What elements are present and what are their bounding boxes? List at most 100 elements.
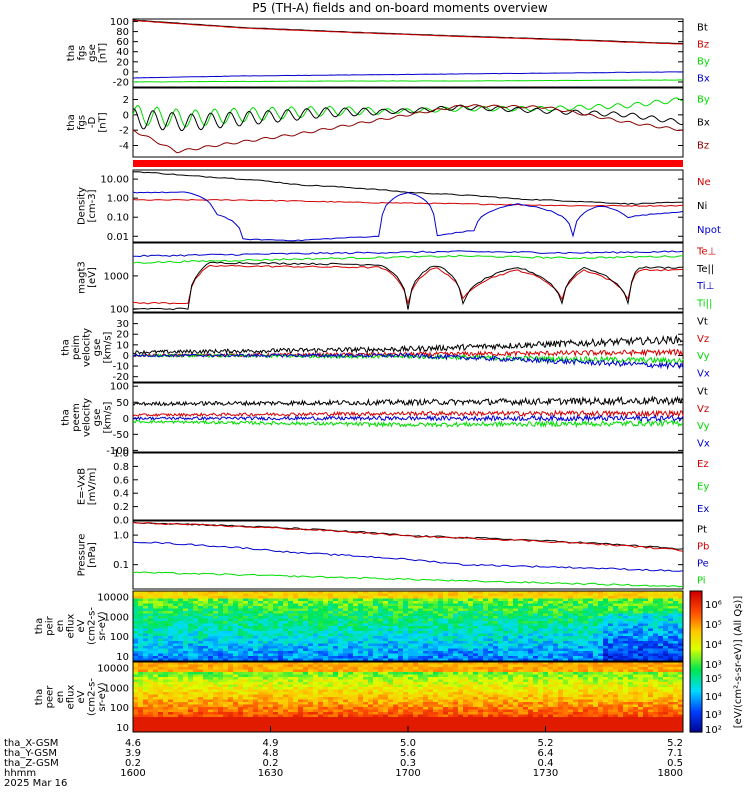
ytick-label-temperature-0: 1000 [104, 271, 129, 282]
ylabel-line: en [55, 620, 66, 633]
ylabel-line: E=-VxB [76, 468, 87, 505]
ylabel-line: tha [34, 618, 45, 634]
legend-pressure-0: Pt [697, 525, 707, 536]
series-fgs_dsl-By [133, 98, 683, 127]
ytick-label-density-1: 1.00 [107, 194, 129, 205]
ylabel-density: Density[cm-3] [76, 187, 98, 225]
ylabel-line: fgs [76, 45, 87, 60]
series-peem_velocity-Vt [133, 397, 683, 405]
series-density-Ne [133, 200, 683, 207]
legend-peem_velocity-1: Vz [697, 404, 709, 415]
series-peem_velocity-Vz [133, 411, 683, 417]
ytick-label-density-0: 10.00 [100, 175, 129, 186]
ylabel-pressure: Pressure[nPa] [76, 534, 98, 577]
series-fgs_gse-Bt [133, 20, 683, 44]
ylabel-line: velocity [82, 328, 93, 367]
ytick-label-efield-4: 0.2 [113, 502, 129, 513]
legend-fgs_gse-0: Bt [697, 23, 708, 34]
ylabel-line: tha [61, 339, 72, 355]
ylabel-line: en [55, 691, 66, 704]
ylabel-line: peem [71, 403, 82, 431]
ylabel-temperature: magt3[eV] [76, 261, 98, 294]
series-pressure-Pe [133, 542, 683, 571]
separator-band [133, 160, 683, 167]
ytick-label-fgs_gse-6: -20 [113, 77, 129, 88]
ylabel-line: tha [66, 45, 77, 61]
series-temperature-Te⊥ [133, 265, 683, 304]
ytick-label-temperature-1: 100 [110, 304, 129, 315]
ylabel-line: sr-eV) [97, 682, 108, 711]
ylabel-line: [eV] [87, 267, 98, 288]
ylabel-line: [mV/m] [87, 468, 98, 506]
legend-fgs_dsl-0: By [697, 95, 710, 106]
ytick-label-pressure-0: 1.0 [113, 531, 129, 542]
ytick-label-fgs_dsl-1: 0 [123, 110, 129, 121]
ylabel-line: peim [71, 335, 82, 360]
ylabel-line: gse [87, 44, 98, 62]
ylabel-line: [nT] [97, 112, 108, 132]
legend-peem_velocity-2: Vy [697, 421, 710, 432]
ytick-label-peim_velocity-1: 20 [116, 330, 129, 341]
legend-temperature-0: Te⊥ [696, 247, 716, 258]
ytick-label-peir_spec-3: 10 [116, 652, 129, 663]
ytick-label-efield-2: 0.6 [113, 475, 129, 486]
legend-temperature-3: Ti|| [696, 298, 712, 309]
series-fgs_gse-By [133, 80, 683, 82]
legend-pressure-3: Pi [697, 576, 706, 587]
ytick-label-efield-0: 1.0 [113, 449, 129, 460]
ylabel-line: Pressure [76, 534, 87, 577]
ylabel-line: eflux [66, 614, 77, 639]
ytick-label-efield-1: 0.8 [113, 462, 129, 473]
panel-frame-efield [133, 453, 683, 520]
legend-efield-1: Ey [697, 482, 709, 493]
ylabel-line: magt3 [76, 261, 87, 294]
ytick-label-peim_velocity-4: -10 [113, 362, 129, 373]
ylabel-line: eflux [66, 685, 77, 710]
ytick-label-efield-3: 0.4 [113, 489, 129, 500]
panel-frame-peim_velocity [133, 313, 683, 382]
ytick-label-peim_velocity-0: 30 [116, 319, 129, 330]
ylabel-line: [cm-3] [87, 189, 98, 222]
ylabel-efield: E=-VxB[mV/m] [76, 468, 98, 506]
ylabel-line: [nPa] [87, 542, 98, 568]
ylabel-line: -D [87, 117, 98, 129]
legend-pressure-2: Pe [697, 559, 709, 570]
legend-fgs_gse-2: By [697, 57, 710, 68]
ylabel-line: tha [61, 409, 72, 425]
legend-peim_velocity-1: Vz [697, 334, 709, 345]
legend-density-0: Ne [697, 177, 711, 188]
legend-pressure-1: Pb [697, 542, 709, 553]
ytick-label-density-3: 0.01 [107, 232, 129, 243]
ytick-label-peem_velocity-3: -50 [113, 430, 129, 441]
ytick-label-peir_spec-0: 10000 [97, 592, 129, 603]
ylabel-line: (cm2-s- [87, 607, 98, 645]
series-peem_velocity-Vx [133, 416, 683, 422]
ytick-label-pressure-1: 0.1 [113, 560, 129, 571]
ytick-label-fgs_dsl-3: -4 [119, 141, 129, 152]
ylabel-line: eV [76, 690, 87, 703]
legend-peem_velocity-0: Vt [697, 387, 708, 398]
legend-efield-2: Ex [697, 504, 709, 515]
ylabel-line: gse [92, 339, 103, 357]
ylabel-line: [km/s] [103, 401, 114, 433]
legend-peim_velocity-2: Vy [697, 351, 710, 362]
ylabel-line: peir [45, 615, 56, 635]
series-pressure-Pi [133, 572, 683, 587]
ylabel-line: tha [34, 689, 45, 705]
ylabel-line: gse [92, 409, 103, 427]
series-peem_velocity-Vy [133, 421, 683, 427]
legend-density-1: Ni [697, 201, 707, 212]
ylabel-line: [nT] [97, 43, 108, 63]
ylabel-line: fgs [76, 115, 87, 130]
ytick-label-peim_velocity-3: 0 [123, 351, 129, 362]
series-fgs_gse-Bx [133, 72, 683, 78]
ylabel-line: eV [76, 619, 87, 632]
ytick-label-peer_spec-3: 10 [116, 723, 129, 734]
